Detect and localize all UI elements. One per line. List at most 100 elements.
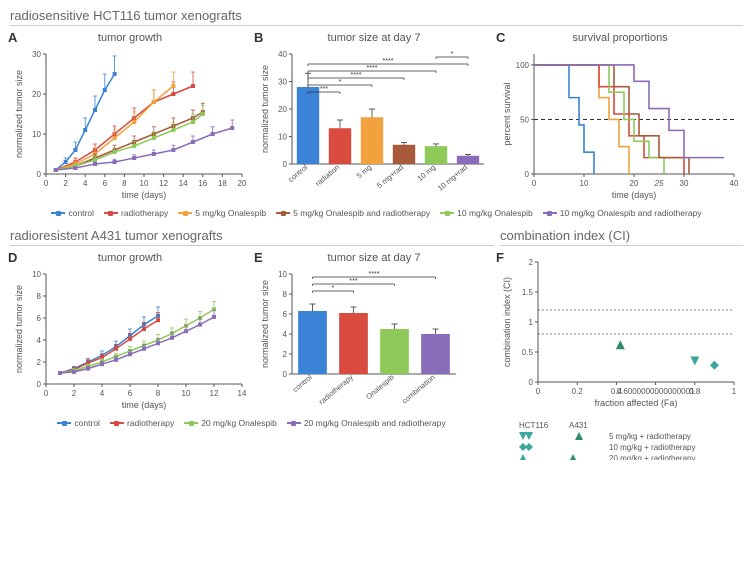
svg-text:2: 2 bbox=[72, 389, 77, 398]
svg-text:12: 12 bbox=[210, 389, 219, 398]
legend-item: 10 mg/kg Onalespib and radiotherapy bbox=[543, 208, 702, 218]
panel-d-letter: D bbox=[8, 250, 17, 265]
svg-text:10: 10 bbox=[580, 179, 589, 188]
legend-swatch bbox=[178, 212, 192, 214]
svg-text:2: 2 bbox=[529, 258, 534, 267]
svg-text:combination: combination bbox=[400, 373, 437, 406]
panel-a-chart: 010203002468101214161820time (days)norma… bbox=[10, 46, 250, 206]
panel-a-letter: A bbox=[8, 30, 17, 45]
svg-text:normalized tumor size: normalized tumor size bbox=[260, 280, 270, 368]
section1-title: radiosensitive HCT116 tumor xenografts bbox=[10, 8, 743, 26]
svg-text:***: *** bbox=[349, 278, 357, 285]
panel-c-title: survival proportions bbox=[498, 32, 742, 44]
svg-text:30: 30 bbox=[680, 179, 689, 188]
legend-label: radiotherapy bbox=[121, 208, 168, 218]
panel-f-header: combination index (CI) bbox=[500, 228, 743, 246]
svg-text:normalized tumor size: normalized tumor size bbox=[260, 65, 270, 153]
svg-text:0: 0 bbox=[37, 380, 42, 389]
svg-text:12: 12 bbox=[159, 179, 168, 188]
panel-e-letter: E bbox=[254, 250, 263, 265]
svg-text:1: 1 bbox=[732, 387, 737, 396]
svg-text:16: 16 bbox=[198, 179, 207, 188]
svg-text:HCT116: HCT116 bbox=[519, 421, 549, 430]
svg-text:20: 20 bbox=[238, 179, 247, 188]
svg-text:2: 2 bbox=[63, 179, 68, 188]
panel-d-chart: 024681002468101214time (days)normalized … bbox=[10, 266, 250, 416]
svg-text:1.5: 1.5 bbox=[522, 288, 534, 297]
svg-text:0: 0 bbox=[44, 389, 49, 398]
legend-swatch bbox=[276, 212, 290, 214]
svg-text:radiation: radiation bbox=[313, 163, 341, 188]
legend-label: 5 mg/kg Onalespib and radiotherapy bbox=[293, 208, 430, 218]
svg-text:5 mg: 5 mg bbox=[355, 163, 374, 181]
svg-text:20: 20 bbox=[32, 90, 41, 99]
panel-c: C survival proportions 050100010203040ti… bbox=[498, 32, 742, 206]
svg-text:8: 8 bbox=[156, 389, 161, 398]
legend-label: control bbox=[74, 418, 100, 428]
svg-text:10 mg: 10 mg bbox=[416, 163, 438, 183]
svg-text:0.2: 0.2 bbox=[572, 387, 584, 396]
svg-text:30: 30 bbox=[278, 78, 287, 87]
legend-label: 10 mg/kg Onalespib bbox=[457, 208, 533, 218]
svg-text:control: control bbox=[291, 372, 314, 394]
svg-text:14: 14 bbox=[238, 389, 247, 398]
legend-item: control bbox=[57, 418, 100, 428]
svg-text:****: **** bbox=[367, 65, 378, 72]
svg-text:10: 10 bbox=[278, 270, 287, 279]
svg-text:4: 4 bbox=[37, 336, 42, 345]
svg-text:0: 0 bbox=[37, 170, 42, 179]
row-2: D tumor growth 024681002468101214time (d… bbox=[10, 252, 743, 416]
panel-b: B tumor size at day 7 010203040normalize… bbox=[256, 32, 492, 206]
legend-label: 5 mg/kg Onalespib bbox=[195, 208, 266, 218]
svg-text:0: 0 bbox=[529, 378, 534, 387]
svg-text:20: 20 bbox=[278, 105, 287, 114]
legend-item: 5 mg/kg Onalespib and radiotherapy bbox=[276, 208, 430, 218]
panel-f-letter: F bbox=[496, 250, 504, 265]
legend-item: control bbox=[51, 208, 94, 218]
panel-d: D tumor growth 024681002468101214time (d… bbox=[10, 252, 250, 416]
row-2-header: radioresistent A431 tumor xenografts com… bbox=[10, 218, 743, 252]
svg-text:*: * bbox=[339, 79, 342, 86]
panel-b-letter: B bbox=[254, 30, 263, 45]
svg-text:6: 6 bbox=[37, 314, 42, 323]
svg-text:100: 100 bbox=[516, 61, 530, 70]
legend-label: 20 mg/kg Onalespib bbox=[201, 418, 277, 428]
svg-text:0: 0 bbox=[532, 179, 537, 188]
panel-e-title: tumor size at day 7 bbox=[256, 252, 492, 264]
svg-text:18: 18 bbox=[218, 179, 227, 188]
panel-a-title: tumor growth bbox=[10, 32, 250, 44]
panel-f-legend: HCT116A4315 mg/kg + radiotherapy10 mg/kg… bbox=[499, 416, 743, 460]
svg-text:2: 2 bbox=[283, 350, 288, 359]
svg-text:4: 4 bbox=[100, 389, 105, 398]
svg-text:0: 0 bbox=[283, 370, 288, 379]
legend-item: radiotherapy bbox=[104, 208, 168, 218]
svg-text:10: 10 bbox=[32, 270, 41, 279]
svg-text:0: 0 bbox=[283, 160, 288, 169]
svg-text:14: 14 bbox=[179, 179, 188, 188]
legend-label: 10 mg/kg Onalespib and radiotherapy bbox=[560, 208, 702, 218]
legend-swatch bbox=[184, 422, 198, 424]
legend-swatch bbox=[287, 422, 301, 424]
svg-text:6: 6 bbox=[283, 310, 288, 319]
svg-text:40: 40 bbox=[730, 179, 739, 188]
svg-text:50: 50 bbox=[520, 115, 529, 124]
svg-text:10: 10 bbox=[32, 130, 41, 139]
legend-item: 20 mg/kg Onalespib and radiotherapy bbox=[287, 418, 446, 428]
svg-text:****: **** bbox=[383, 58, 394, 65]
legend-section2: controlradiotherapy20 mg/kg Onalespib20 … bbox=[10, 418, 493, 428]
legend-item: 20 mg/kg Onalespib bbox=[184, 418, 277, 428]
legend-swatch bbox=[440, 212, 454, 214]
svg-text:20 mg/kg + radiotherapy: 20 mg/kg + radiotherapy bbox=[609, 454, 696, 460]
svg-text:10 mg+rad: 10 mg+rad bbox=[436, 163, 469, 193]
legend-label: 20 mg/kg Onalespib and radiotherapy bbox=[304, 418, 446, 428]
svg-text:6: 6 bbox=[103, 179, 108, 188]
svg-text:normalized tumor size: normalized tumor size bbox=[14, 285, 24, 373]
svg-text:Onalespib: Onalespib bbox=[364, 373, 396, 402]
legend-swatch bbox=[51, 212, 65, 214]
legend-item: 5 mg/kg Onalespib bbox=[178, 208, 266, 218]
panel-b-chart: 010203040normalized tumor sizecontrolrad… bbox=[256, 46, 492, 206]
svg-text:****: **** bbox=[351, 72, 362, 79]
panel-f: F 00.511.5200.20.40.60000000000000010.81… bbox=[498, 252, 742, 416]
svg-text:0: 0 bbox=[536, 387, 541, 396]
legend-section1: control radiotherapy 5 mg/kg Onalespib 5 mg… bbox=[10, 208, 743, 218]
